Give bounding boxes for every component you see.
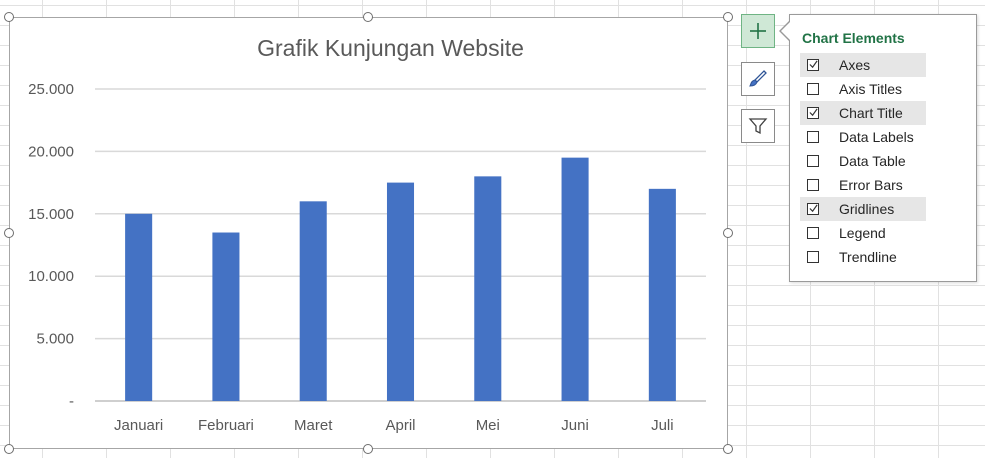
y-tick-label: 25.000 bbox=[28, 81, 74, 98]
resize-handle-top-right[interactable] bbox=[723, 12, 733, 22]
chart-styles-button[interactable] bbox=[741, 62, 775, 96]
resize-handle-bottom-right[interactable] bbox=[723, 444, 733, 454]
chart-area[interactable]: Grafik Kunjungan Website - 5.000 10.000 15.0… bbox=[9, 17, 728, 449]
popup-pointer-fill bbox=[781, 21, 791, 41]
checkbox[interactable] bbox=[807, 203, 819, 215]
x-tick-label: Maret bbox=[294, 417, 333, 434]
bar-juli bbox=[648, 188, 676, 401]
checkbox[interactable] bbox=[807, 83, 819, 95]
plus-icon bbox=[750, 23, 766, 39]
chart-element-error-bars[interactable]: Error Bars bbox=[800, 173, 926, 197]
resize-handle-top-center[interactable] bbox=[363, 12, 373, 22]
x-tick-label: Februari bbox=[198, 417, 254, 434]
x-tick-label: Mei bbox=[476, 417, 500, 434]
resize-handle-middle-right[interactable] bbox=[723, 228, 733, 238]
chart-element-axis-titles[interactable]: Axis Titles bbox=[800, 77, 926, 101]
chart-element-label: Data Labels bbox=[839, 129, 914, 145]
y-tick-label: 10.000 bbox=[28, 268, 74, 285]
bar-juni bbox=[561, 157, 589, 401]
filter-icon bbox=[748, 118, 768, 135]
y-tick-label: 5.000 bbox=[36, 331, 74, 348]
chart-element-data-labels[interactable]: Data Labels bbox=[800, 125, 926, 149]
resize-handle-bottom-center[interactable] bbox=[363, 444, 373, 454]
x-tick-label: April bbox=[385, 417, 415, 434]
resize-handle-bottom-left[interactable] bbox=[4, 444, 14, 454]
chart-element-label: Trendline bbox=[839, 249, 897, 265]
resize-handle-top-left[interactable] bbox=[4, 12, 14, 22]
chart-element-label: Axes bbox=[839, 57, 871, 73]
y-tick-label: 20.000 bbox=[28, 143, 74, 160]
checkbox[interactable] bbox=[807, 131, 819, 143]
bar-chart: Grafik Kunjungan Website - 5.000 10.000 15.0… bbox=[28, 35, 706, 434]
chart-element-chart-title[interactable]: Chart Title bbox=[800, 101, 926, 125]
chart-elements-button[interactable] bbox=[741, 14, 775, 48]
chart-element-label: Chart Title bbox=[839, 105, 903, 121]
check-icon bbox=[809, 60, 818, 69]
check-icon bbox=[809, 204, 818, 213]
chart-element-legend[interactable]: Legend bbox=[800, 221, 926, 245]
chart-element-data-table[interactable]: Data Table bbox=[800, 149, 926, 173]
bar-april bbox=[386, 182, 415, 401]
bar-maret bbox=[299, 201, 327, 401]
check-icon bbox=[809, 108, 818, 117]
y-tick-label: - bbox=[69, 393, 74, 410]
chart-element-label: Error Bars bbox=[839, 177, 903, 193]
chart-element-label: Data Table bbox=[839, 153, 906, 169]
resize-handle-middle-left[interactable] bbox=[4, 228, 14, 238]
chart-filters-button[interactable] bbox=[741, 109, 775, 143]
x-tick-label: Juni bbox=[561, 417, 589, 434]
chart-element-label: Gridlines bbox=[839, 201, 895, 217]
chart-element-gridlines[interactable]: Gridlines bbox=[800, 197, 926, 221]
chart-elements-panel: Chart Elements Axes Axis Titles Chart Titl… bbox=[789, 14, 977, 282]
chart-element-label: Legend bbox=[839, 225, 886, 241]
bar-mei bbox=[474, 176, 502, 401]
panel-title: Chart Elements bbox=[802, 30, 905, 46]
brush-icon bbox=[749, 70, 767, 87]
bar-februari bbox=[212, 232, 240, 401]
x-tick-label: Juli bbox=[651, 417, 674, 434]
checkbox[interactable] bbox=[807, 59, 819, 71]
checkbox[interactable] bbox=[807, 155, 819, 167]
bar-januari bbox=[125, 213, 153, 401]
chart-element-axes[interactable]: Axes bbox=[800, 53, 926, 77]
chart-element-trendline[interactable]: Trendline bbox=[800, 245, 926, 269]
chart-elements-list: Axes Axis Titles Chart Title Data Labels Dat… bbox=[800, 53, 926, 269]
checkbox[interactable] bbox=[807, 251, 819, 263]
checkbox[interactable] bbox=[807, 107, 819, 119]
checkbox[interactable] bbox=[807, 227, 819, 239]
chart-title: Grafik Kunjungan Website bbox=[257, 35, 524, 61]
y-tick-label: 15.000 bbox=[28, 206, 74, 223]
checkbox[interactable] bbox=[807, 179, 819, 191]
chart-element-label: Axis Titles bbox=[839, 81, 903, 97]
x-tick-label: Januari bbox=[114, 417, 163, 434]
